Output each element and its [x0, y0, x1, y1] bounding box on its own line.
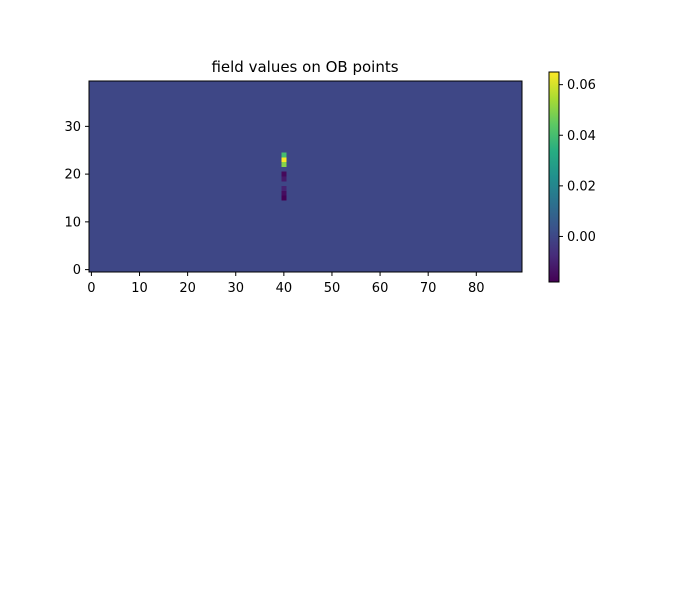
colorbar-tick-label: 0.06: [567, 78, 596, 93]
y-tick-label: 20: [64, 168, 81, 183]
colorbar: [548, 71, 560, 283]
x-tick-label: 40: [276, 281, 293, 296]
heatmap-cells: [281, 152, 287, 201]
colorbar-tick-label: 0.04: [567, 129, 596, 144]
colorbar-ticks: 0.00 0.02 0.04 0.06: [559, 78, 596, 245]
x-tick-label: 10: [131, 281, 148, 296]
x-tick-label: 0: [87, 281, 95, 296]
y-tick-label: 30: [64, 120, 81, 135]
colorbar-tick-label: 0.00: [567, 230, 596, 245]
y-tick-label: 0: [73, 263, 81, 278]
plot-background: [89, 81, 522, 272]
x-tick-label: 50: [324, 281, 341, 296]
heatmap-cell: [281, 176, 287, 182]
heatmap-cell: [281, 195, 287, 201]
x-tick-label: 20: [179, 281, 196, 296]
heatmap-cell: [281, 166, 287, 172]
heatmap-cell: [281, 186, 287, 191]
x-tick-label: 30: [227, 281, 244, 296]
heatmap-cell: [281, 171, 287, 177]
colorbar-tick-label: 0.02: [567, 179, 596, 194]
x-tick-label: 60: [372, 281, 389, 296]
heatmap-cell: [281, 181, 287, 187]
x-tick-label: 70: [420, 281, 437, 296]
chart-title: field values on OB points: [211, 58, 398, 76]
heatmap-cell: [281, 152, 287, 158]
heatmap-cell: [281, 190, 287, 196]
heatmap-cell: [281, 157, 287, 163]
y-tick-label: 10: [64, 215, 81, 230]
heatmap-cell: [281, 162, 287, 167]
x-axis: 0 10 20 30 40 50 60 70 80: [87, 272, 485, 296]
plot-frame: [88, 80, 523, 273]
x-tick-label: 80: [468, 281, 485, 296]
y-axis: 0 10 20 30: [64, 120, 89, 278]
